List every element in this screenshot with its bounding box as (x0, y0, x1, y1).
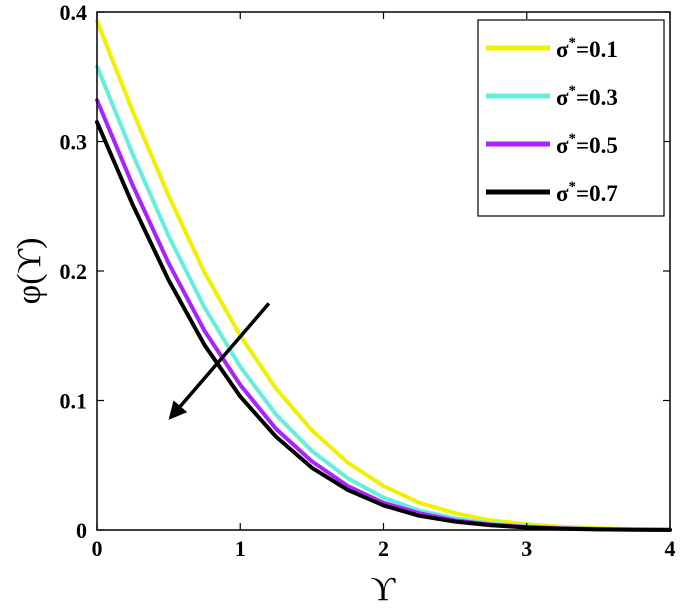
y-tick-label: 0.4 (60, 0, 88, 25)
series-line-4 (95, 120, 672, 532)
x-tick-label: 4 (665, 536, 676, 561)
y-tick-label: 0.1 (60, 389, 88, 414)
legend-entry: σ*=0.7 (556, 179, 618, 206)
legend: σ*=0.1 σ*=0.3 σ*=0.5 σ*=0.7 (477, 19, 665, 217)
y-tick-label: 0.3 (60, 130, 88, 155)
arrow-shaft (179, 302, 271, 408)
x-axis-label: ϒ (371, 571, 396, 608)
legend-entry: σ*=0.3 (556, 83, 618, 110)
x-tick-label: 2 (378, 536, 389, 561)
annotations (168, 302, 271, 420)
x-tick-label: 1 (235, 536, 246, 561)
series-lines (95, 19, 672, 532)
x-tick-label: 3 (521, 536, 532, 561)
arrow-head (168, 400, 188, 420)
y-axis-label: φ(ϒ) (11, 238, 48, 305)
y-tick-label: 0.2 (60, 259, 88, 284)
legend-box (477, 19, 665, 217)
y-tick-label: 0 (76, 518, 87, 543)
legend-entry: σ*=0.5 (556, 131, 618, 158)
tick-labels: 0 1 2 3 4 0 0.1 0.2 0.3 0.4 (60, 0, 676, 561)
plot-frame (96, 11, 671, 531)
x-tick-label: 0 (92, 536, 103, 561)
legend-entry: σ*=0.1 (556, 35, 618, 62)
